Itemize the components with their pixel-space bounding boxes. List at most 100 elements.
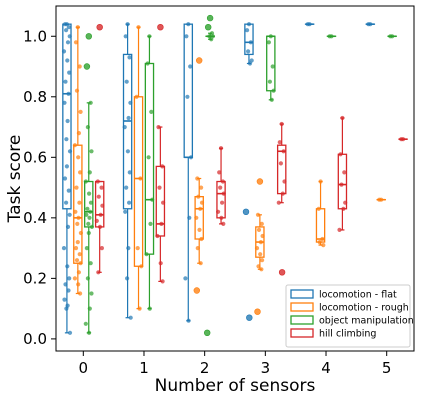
data-point — [271, 64, 275, 68]
data-point — [76, 240, 80, 244]
y-tick-label: 0.4 — [23, 209, 47, 227]
data-point — [63, 80, 67, 84]
box — [338, 154, 346, 208]
data-point — [136, 246, 140, 250]
data-point — [257, 179, 263, 185]
data-point — [158, 24, 164, 30]
data-point — [147, 155, 151, 159]
data-point — [97, 195, 101, 199]
data-point — [184, 34, 188, 38]
x-tick-label: 0 — [79, 359, 89, 377]
data-point — [74, 246, 78, 250]
data-point — [62, 246, 66, 250]
data-point — [64, 28, 68, 32]
data-point — [75, 89, 79, 93]
data-point — [127, 55, 131, 59]
data-point — [123, 210, 127, 214]
data-point — [279, 161, 283, 165]
data-point — [87, 192, 91, 196]
data-point — [258, 252, 262, 256]
data-point — [77, 201, 81, 205]
legend-label: object manipulation — [319, 316, 414, 327]
data-point — [75, 222, 79, 226]
data-point — [255, 309, 261, 315]
data-point — [86, 125, 90, 129]
data-point — [126, 149, 130, 153]
data-point — [97, 24, 103, 30]
data-point — [243, 209, 249, 215]
legend-label: locomotion - rough — [319, 303, 409, 314]
data-point — [63, 176, 67, 180]
data-point — [65, 164, 69, 168]
data-point — [65, 58, 69, 62]
data-point — [125, 80, 129, 84]
legend: locomotion - flat locomotion - rough objec… — [286, 285, 414, 347]
y-tick-label: 0.8 — [23, 88, 47, 106]
data-point — [126, 246, 130, 250]
data-point — [268, 80, 272, 84]
data-point — [86, 276, 90, 280]
data-point — [207, 15, 213, 21]
data-point — [62, 298, 66, 302]
data-point — [205, 24, 211, 30]
data-point — [260, 258, 264, 262]
data-point — [183, 276, 187, 280]
data-point — [279, 269, 285, 275]
data-point — [84, 322, 88, 326]
legend-label: locomotion - flat — [319, 290, 397, 301]
data-point — [86, 33, 92, 39]
x-tick-label: 4 — [321, 359, 331, 377]
data-point — [67, 189, 71, 193]
data-point — [127, 201, 131, 205]
data-point — [67, 276, 71, 280]
data-point — [124, 186, 128, 190]
box — [316, 209, 324, 242]
x-axis-label: Number of sensors — [155, 376, 316, 396]
y-tick-label: 0.0 — [23, 330, 47, 348]
x-tick-label: 1 — [139, 359, 149, 377]
x-tick-label: 3 — [261, 359, 271, 377]
data-point — [245, 28, 249, 32]
data-point — [86, 222, 90, 226]
data-point — [64, 201, 68, 205]
data-point — [267, 40, 271, 44]
data-point — [127, 116, 131, 120]
box — [134, 97, 142, 266]
data-point — [74, 186, 78, 190]
data-point — [75, 258, 79, 262]
data-point — [196, 58, 202, 64]
data-point — [218, 186, 222, 190]
data-point — [220, 201, 224, 205]
data-point — [89, 291, 93, 295]
data-point — [149, 110, 153, 114]
data-point — [76, 155, 80, 159]
x-tick-label: 5 — [382, 359, 392, 377]
box — [184, 24, 192, 157]
data-point — [64, 137, 68, 141]
box — [124, 54, 132, 208]
data-point — [197, 228, 201, 232]
y-tick-label: 1.0 — [23, 27, 47, 45]
data-point — [188, 64, 192, 68]
data-point — [100, 246, 104, 250]
data-point — [185, 95, 189, 99]
data-point — [246, 49, 250, 53]
data-point — [66, 40, 70, 44]
y-tick-label: 0.2 — [23, 269, 47, 287]
data-point — [246, 315, 252, 321]
data-point — [78, 252, 82, 256]
data-point — [79, 110, 83, 114]
data-point — [87, 216, 91, 220]
y-axis-label: Task score — [5, 135, 25, 224]
data-point — [148, 222, 152, 226]
legend-label: hill climbing — [319, 329, 376, 340]
data-point — [194, 288, 200, 294]
data-point — [66, 119, 70, 123]
data-point — [157, 186, 161, 190]
data-point — [73, 276, 77, 280]
data-point — [89, 149, 93, 153]
data-point — [257, 228, 261, 232]
data-point — [84, 64, 90, 70]
